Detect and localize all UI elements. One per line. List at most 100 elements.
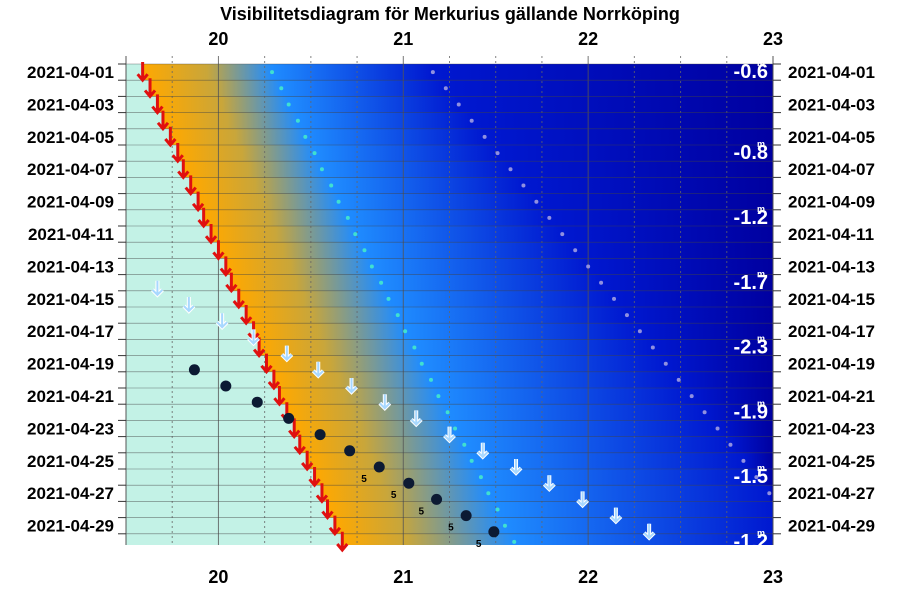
twilight-band: [170, 128, 773, 146]
civil-twilight-dot: [279, 86, 284, 91]
date-label-left: 2021-04-05: [27, 128, 114, 147]
date-label-left: 2021-04-15: [27, 290, 114, 309]
sunset-arrow: [171, 143, 184, 164]
civil-twilight-dot: [362, 248, 367, 253]
civil-twilight-dot: [429, 377, 434, 382]
mercury-point-label: 5: [361, 474, 367, 485]
twilight-band: [314, 469, 773, 486]
civil-twilight-dot: [286, 102, 291, 107]
daylight-band: [126, 80, 151, 97]
mercury-set-arrow: [281, 345, 293, 362]
mercury-set-arrow: [543, 475, 556, 491]
sunset-arrow: [219, 256, 232, 277]
civil-twilight-dot: [469, 458, 474, 463]
mercury-set-arrow: [410, 410, 422, 426]
x-tick-label-bottom: 22: [578, 567, 598, 587]
daylight-band: [126, 258, 226, 276]
nautical-twilight-dot: [560, 232, 565, 237]
twilight-band: [157, 96, 773, 114]
nautical-twilight-dot: [676, 377, 681, 382]
date-label-left: 2021-04-23: [27, 419, 114, 438]
civil-twilight-dot: [319, 167, 324, 172]
nautical-twilight-dot: [482, 134, 487, 139]
twilight-band: [307, 452, 773, 470]
magnitude-label: -2.3: [734, 337, 768, 359]
mercury-set-arrow: [312, 361, 324, 378]
twilight-band: [294, 420, 773, 438]
nautical-twilight-dot: [586, 264, 591, 269]
nautical-twilight-dot: [547, 215, 552, 220]
daylight-band: [126, 161, 184, 178]
civil-twilight-dot: [512, 539, 517, 544]
civil-twilight-dot: [436, 394, 441, 399]
magnitude-unit: m: [757, 269, 765, 279]
twilight-band: [177, 145, 773, 162]
mercury-point-label: 5: [419, 506, 425, 517]
twilight-dots: [270, 70, 772, 544]
date-label-right: 2021-04-05: [788, 128, 875, 147]
magnitude-unit: m: [757, 58, 765, 68]
sunset-arrow: [151, 94, 164, 115]
magnitude-unit: m: [757, 398, 765, 408]
sunset-arrow: [184, 175, 197, 196]
sunset-arrow: [143, 78, 157, 99]
nautical-twilight-dot: [534, 199, 539, 204]
sunset-arrow: [260, 353, 273, 375]
daylight-band: [126, 128, 171, 146]
mercury-point: [314, 429, 326, 441]
twilight-band: [190, 177, 773, 195]
date-label-right: 2021-04-27: [788, 484, 875, 503]
mercury-set-arrow: [643, 523, 655, 540]
daylight-band: [126, 355, 267, 373]
nautical-twilight-dot: [443, 86, 448, 91]
nautical-twilight-dot: [728, 442, 733, 447]
daylight-band: [126, 388, 280, 405]
sunset-arrow: [136, 62, 149, 83]
civil-twilight-dot: [462, 442, 467, 447]
date-label-right: 2021-04-29: [788, 517, 875, 536]
date-label-left: 2021-04-25: [27, 452, 114, 471]
mercury-set-arrow: [216, 313, 228, 329]
daylight-band: [126, 533, 343, 545]
magnitude-label: -1.5: [734, 466, 768, 488]
magnitude-labels: -0.6m-0.8m-1.2m-1.7m-2.3m-1.9m-1.5m-1.2m: [734, 58, 768, 553]
date-label-right: 2021-04-17: [788, 322, 875, 341]
daylight-band: [126, 96, 158, 114]
date-label-right: 2021-04-01: [788, 63, 875, 82]
daylight-band: [126, 517, 335, 535]
mercury-set-arrow: [247, 329, 260, 345]
x-tick-label-bottom: 21: [393, 567, 413, 587]
x-tick-label-top: 23: [763, 29, 783, 49]
date-label-left: 2021-04-29: [27, 517, 114, 536]
daylight-band: [126, 371, 274, 389]
civil-twilight-dot: [270, 70, 275, 75]
nautical-twilight-dot: [624, 313, 629, 318]
daylight-band: [126, 290, 239, 308]
nautical-twilight-dot: [456, 102, 461, 107]
mercury-point-label: 5: [448, 523, 454, 534]
civil-twilight-dot: [445, 410, 450, 415]
mercury-set-arrow: [443, 426, 456, 443]
sunset-arrow: [232, 288, 245, 310]
nautical-twilight-dot: [663, 361, 668, 366]
mercury-point-label: 5: [476, 539, 482, 550]
sunset-arrow: [293, 434, 306, 456]
date-label-right: 2021-04-23: [788, 419, 875, 438]
x-tick-label-bottom: 23: [763, 567, 783, 587]
mercury-point: [403, 477, 415, 489]
mercury-set-arrow: [610, 507, 622, 524]
date-label-left: 2021-04-13: [27, 257, 114, 276]
sunset-arrow: [308, 467, 321, 488]
twilight-band: [334, 517, 773, 535]
x-tick-label-top: 22: [578, 29, 598, 49]
nautical-twilight-dot: [689, 394, 694, 399]
magnitude-unit: m: [757, 204, 765, 214]
sunset-arrow: [288, 418, 301, 439]
nautical-twilight-dot: [469, 118, 474, 123]
mercury-set-arrow: [510, 459, 522, 475]
mercury-point: [251, 396, 263, 408]
civil-twilight-dot: [403, 329, 408, 334]
civil-twilight-dot: [386, 296, 391, 301]
twilight-band: [203, 209, 773, 227]
twilight-band: [342, 533, 773, 545]
